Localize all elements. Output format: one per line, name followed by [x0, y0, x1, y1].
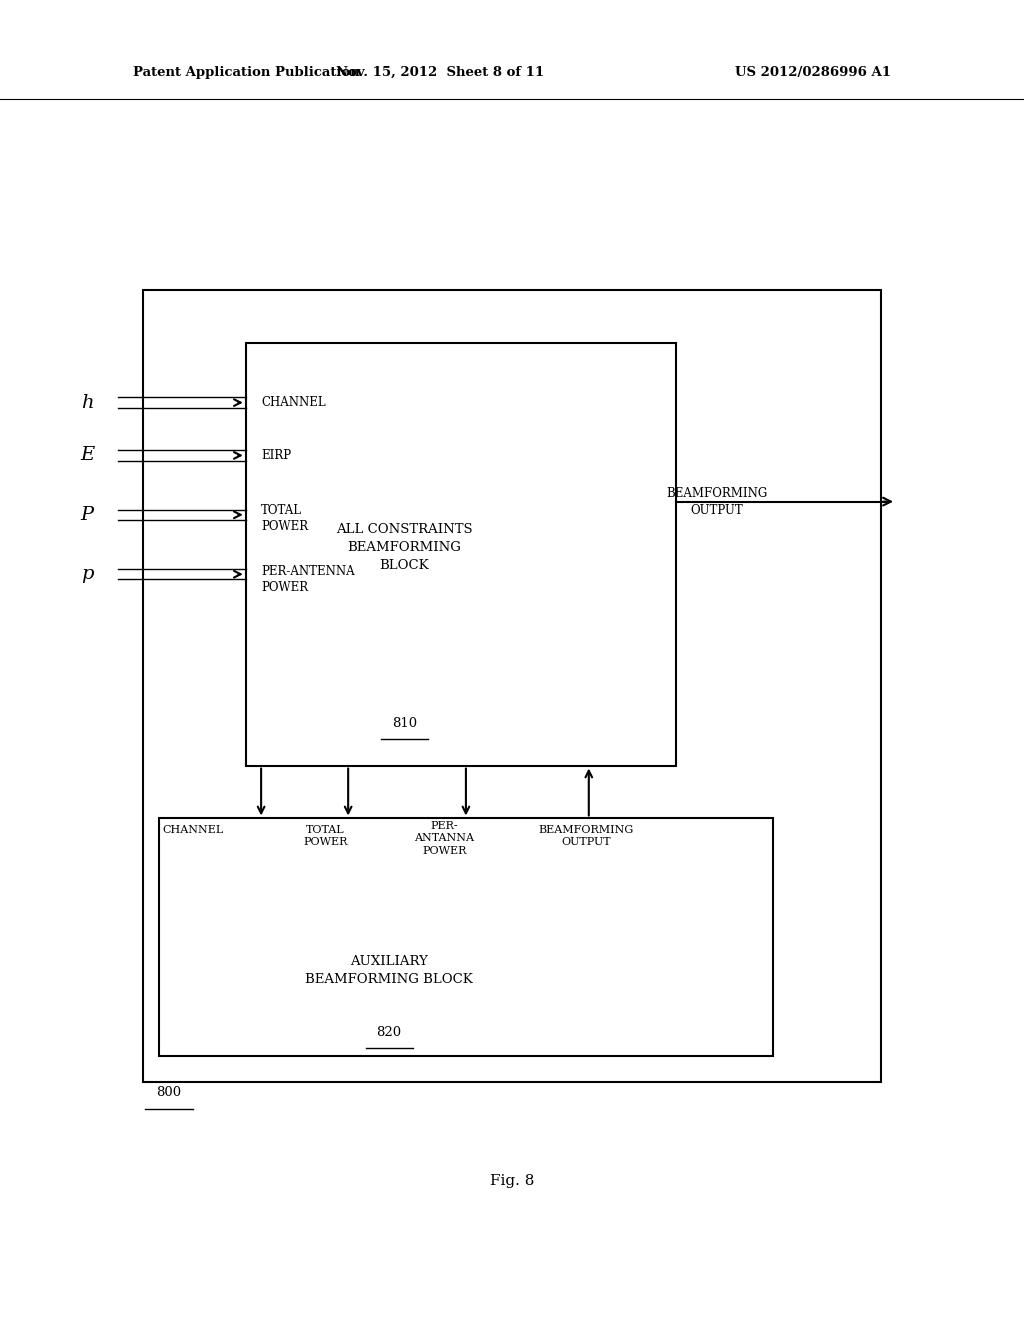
Bar — [246, 343, 676, 766]
Text: EIRP: EIRP — [261, 449, 291, 462]
Bar — [143, 290, 881, 1082]
Text: Fig. 8: Fig. 8 — [489, 1175, 535, 1188]
Text: CHANNEL: CHANNEL — [162, 825, 223, 836]
Text: Nov. 15, 2012  Sheet 8 of 11: Nov. 15, 2012 Sheet 8 of 11 — [336, 66, 545, 79]
Text: PER-ANTENNA
POWER: PER-ANTENNA POWER — [261, 565, 354, 594]
Text: p: p — [81, 565, 93, 583]
Text: 810: 810 — [392, 717, 417, 730]
Text: BEAMFORMING
OUTPUT: BEAMFORMING OUTPUT — [538, 825, 634, 847]
Text: ALL CONSTRAINTS
BEAMFORMING
BLOCK: ALL CONSTRAINTS BEAMFORMING BLOCK — [336, 523, 473, 573]
Text: BEAMFORMING
OUTPUT: BEAMFORMING OUTPUT — [667, 487, 767, 516]
Text: P: P — [81, 506, 93, 524]
Bar — [159, 818, 773, 1056]
Text: 820: 820 — [377, 1026, 401, 1039]
Text: PER-
ANTANNA
POWER: PER- ANTANNA POWER — [415, 821, 474, 855]
Text: TOTAL
POWER: TOTAL POWER — [261, 504, 308, 533]
Text: 800: 800 — [157, 1086, 181, 1100]
Text: CHANNEL: CHANNEL — [261, 396, 326, 409]
Text: AUXILIARY
BEAMFORMING BLOCK: AUXILIARY BEAMFORMING BLOCK — [305, 954, 473, 986]
Text: h: h — [81, 393, 93, 412]
Text: US 2012/0286996 A1: US 2012/0286996 A1 — [735, 66, 891, 79]
Text: Patent Application Publication: Patent Application Publication — [133, 66, 359, 79]
Text: E: E — [80, 446, 94, 465]
Text: TOTAL
POWER: TOTAL POWER — [303, 825, 348, 847]
